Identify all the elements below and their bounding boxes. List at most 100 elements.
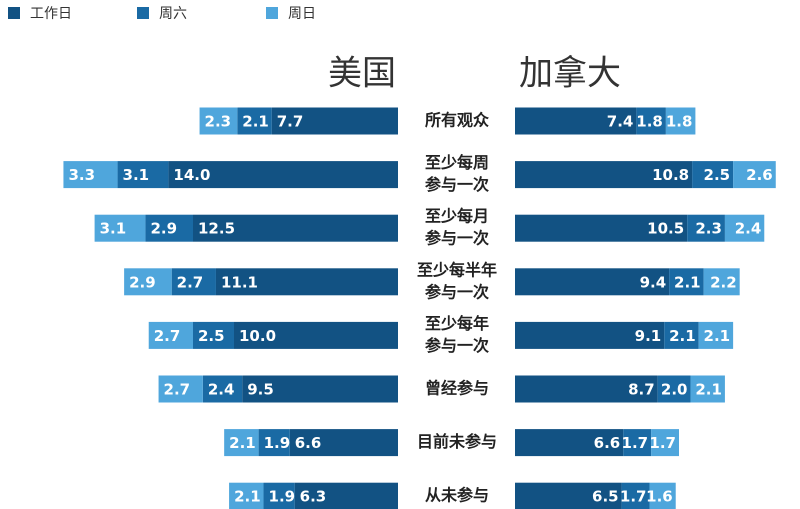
category-label: 所有观众 <box>425 111 490 130</box>
bar <box>224 429 259 457</box>
bar <box>669 268 704 296</box>
value-label: 6.6 <box>594 434 621 452</box>
value-label: 2.1 <box>229 434 256 452</box>
bar <box>515 375 658 403</box>
value-label: 1.6 <box>646 488 673 506</box>
value-label: 9.5 <box>247 381 274 399</box>
legend-swatch <box>266 7 278 19</box>
value-label: 2.0 <box>661 381 688 399</box>
bar <box>724 214 765 242</box>
legend-label: 工作日 <box>30 6 72 22</box>
value-label: 2.9 <box>129 273 156 291</box>
legend-swatch <box>137 7 149 19</box>
value-label: 2.9 <box>150 220 177 238</box>
legend-label: 周日 <box>288 6 316 22</box>
value-label: 1.7 <box>622 434 649 452</box>
bar <box>621 482 650 509</box>
value-label: 1.7 <box>649 434 676 452</box>
bar <box>202 375 243 403</box>
bar <box>623 429 652 457</box>
value-label: 2.1 <box>242 113 269 131</box>
bar <box>168 161 398 189</box>
value-label: 2.5 <box>198 327 225 345</box>
bar <box>117 161 169 189</box>
value-label: 14.0 <box>173 166 210 184</box>
bar <box>703 268 740 296</box>
category-label: 至少每半年 <box>417 260 497 279</box>
bar <box>665 107 696 135</box>
bar <box>199 107 238 135</box>
bar <box>124 268 172 296</box>
bar <box>263 482 295 509</box>
bar <box>145 214 193 242</box>
value-label: 6.3 <box>300 488 327 506</box>
value-label: 2.1 <box>234 488 261 506</box>
value-label: 3.3 <box>68 166 95 184</box>
bar <box>687 214 725 242</box>
bar <box>515 161 693 189</box>
value-label: 9.1 <box>635 327 662 345</box>
bar <box>158 375 203 403</box>
bar <box>94 214 146 242</box>
value-label: 6.5 <box>592 488 619 506</box>
value-label: 10.5 <box>647 220 684 238</box>
bar <box>692 161 734 189</box>
value-label: 2.6 <box>746 166 773 184</box>
value-label: 1.7 <box>620 488 647 506</box>
value-label: 11.1 <box>221 273 258 291</box>
bar <box>515 321 665 349</box>
bar <box>515 214 688 242</box>
bar <box>148 321 193 349</box>
value-label: 8.7 <box>628 381 655 399</box>
category-label: 至少每年 <box>425 314 489 333</box>
category-label: 目前未参与 <box>417 432 497 451</box>
value-label: 2.2 <box>710 273 737 291</box>
bar <box>651 429 679 457</box>
value-label: 6.6 <box>295 434 322 452</box>
bar <box>515 268 670 296</box>
legend-label: 周六 <box>159 6 187 22</box>
bar <box>649 482 676 509</box>
bar <box>636 107 666 135</box>
value-label: 2.5 <box>704 166 731 184</box>
bar <box>690 375 725 403</box>
panel-title: 加拿大 <box>519 54 621 94</box>
category-label: 从未参与 <box>425 486 489 505</box>
bar <box>193 214 398 242</box>
value-label: 2.3 <box>205 113 232 131</box>
value-label: 2.1 <box>695 381 722 399</box>
bar <box>271 107 398 135</box>
bar <box>515 107 637 135</box>
bar <box>733 161 776 189</box>
value-label: 1.8 <box>636 113 663 131</box>
bar <box>657 375 691 403</box>
category-label: 参与一次 <box>425 175 489 194</box>
bar <box>234 321 398 349</box>
value-label: 2.1 <box>669 327 696 345</box>
bar <box>193 321 234 349</box>
category-label: 曾经参与 <box>425 379 489 398</box>
value-label: 1.9 <box>264 434 291 452</box>
value-label: 1.8 <box>666 113 693 131</box>
value-label: 2.1 <box>674 273 701 291</box>
value-label: 3.1 <box>100 220 127 238</box>
value-label: 2.7 <box>177 273 204 291</box>
panel-title: 美国 <box>328 54 396 94</box>
category-label: 参与一次 <box>425 336 489 355</box>
category-label: 至少每月 <box>425 207 489 226</box>
value-label: 12.5 <box>198 220 235 238</box>
value-label: 10.8 <box>652 166 689 184</box>
bar <box>664 321 699 349</box>
value-label: 2.4 <box>735 220 762 238</box>
legend-swatch <box>8 7 20 19</box>
category-label: 参与一次 <box>425 282 489 301</box>
value-label: 2.3 <box>695 220 722 238</box>
value-label: 9.4 <box>640 273 667 291</box>
value-label: 7.4 <box>607 113 634 131</box>
bar <box>237 107 272 135</box>
bar <box>515 482 622 509</box>
bar <box>229 482 264 509</box>
value-label: 10.0 <box>239 327 276 345</box>
value-label: 1.9 <box>269 488 296 506</box>
bar <box>294 482 398 509</box>
